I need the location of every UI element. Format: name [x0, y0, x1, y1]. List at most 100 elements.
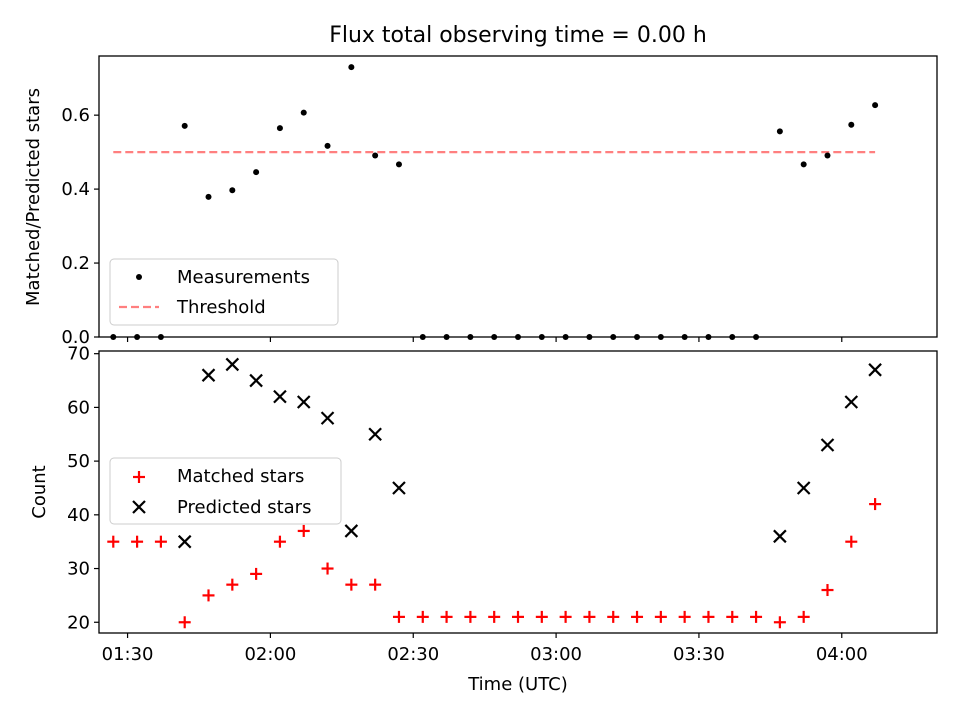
- matched-star-point: [773, 616, 786, 629]
- matched-star-point: [631, 610, 644, 623]
- predicted-star-point: [177, 534, 192, 549]
- top-legend-box: [109, 258, 339, 326]
- matched-star-point: [559, 610, 572, 623]
- matched-star-point: [392, 610, 405, 623]
- measurement-point: [776, 128, 783, 135]
- top-x-ticks: [126, 337, 843, 342]
- top-y-tick-label: 0.4: [61, 179, 90, 200]
- matched-star-point: [369, 578, 382, 591]
- predicted-star-point: [344, 524, 359, 538]
- bottom-y-tick-label: 20: [67, 612, 90, 633]
- measurement-point: [300, 109, 307, 116]
- bottom-y-tick-label: 70: [67, 344, 90, 365]
- matched-star-point: [845, 535, 858, 548]
- bottom-y-tick-label: 30: [67, 559, 90, 580]
- matched-star-point: [654, 610, 667, 623]
- predicted-star-point: [820, 438, 835, 452]
- measurement-point: [848, 121, 855, 128]
- matched-star-point: [416, 610, 429, 623]
- measurement-point: [276, 125, 283, 132]
- predicted-star-point: [368, 427, 382, 442]
- matched-star-point: [226, 578, 239, 591]
- bottom-y-tick-label: 60: [67, 397, 90, 418]
- bottom-plot-frame: [98, 350, 938, 634]
- bottom-y-axis-label: Count: [29, 465, 50, 518]
- bottom-x-tick-label: 03:30: [673, 644, 725, 665]
- bottom-x-tick-label: 02:30: [387, 644, 439, 665]
- matched-star-point: [178, 616, 191, 629]
- predicted-star-point: [225, 357, 240, 372]
- bottom-x-tick-label: 01:30: [102, 644, 154, 665]
- measurement-point: [253, 169, 260, 176]
- predicted-star-point: [249, 373, 263, 388]
- matched-star-point: [869, 498, 882, 511]
- predicted-star-point: [201, 368, 216, 382]
- matched-star-point: [750, 610, 763, 623]
- legend-measurements-label: Measurements: [177, 267, 310, 288]
- top-legend: Measurements Threshold: [109, 258, 339, 326]
- matched-star-point: [107, 535, 120, 548]
- predicted-star-point: [392, 481, 406, 495]
- matched-star-point: [345, 578, 358, 591]
- bottom-panel: 20 30 40 50 60 70 01:30 02:00 02:30 03:00 03:30 04…: [29, 344, 938, 695]
- matched-star-point: [607, 610, 620, 623]
- x-axis-label: Time (UTC): [467, 674, 568, 695]
- top-y-ticks: 0.0 0.2 0.4 0.6: [61, 105, 99, 348]
- matched-star-point: [678, 610, 691, 623]
- legend-predicted-marker: [132, 500, 146, 514]
- matched-star-point: [297, 524, 310, 537]
- predicted-star-point: [868, 363, 882, 377]
- bottom-x-tick-label: 02:00: [244, 644, 296, 665]
- bottom-y-ticks: 20 30 40 50 60 70: [67, 344, 99, 633]
- measurement-point: [372, 152, 379, 159]
- bottom-x-tick-label: 03:00: [530, 644, 582, 665]
- chart-title: Flux total observing time = 0.00 h: [329, 23, 707, 48]
- matched-star-point: [512, 610, 524, 623]
- top-panel: 0.0 0.2 0.4 0.6 Matched/Predicted stars Mea…: [23, 55, 938, 348]
- measurement-point: [348, 64, 355, 71]
- matched-star-point: [535, 610, 548, 623]
- measurement-point: [229, 187, 236, 194]
- predicted-star-point: [320, 411, 335, 425]
- matched-star-point: [821, 584, 834, 597]
- top-y-axis-label: Matched/Predicted stars: [23, 88, 44, 306]
- bottom-y-tick-label: 40: [67, 505, 90, 526]
- matched-star-point: [273, 535, 286, 548]
- matched-star-point: [321, 562, 334, 575]
- top-y-tick-label: 0.2: [61, 253, 90, 274]
- predicted-star-point: [796, 481, 811, 495]
- matched-star-point: [202, 589, 215, 602]
- bottom-y-tick-label: 50: [67, 451, 90, 472]
- legend-measurements-marker: [136, 274, 142, 280]
- measurement-point: [395, 161, 402, 168]
- predicted-star-point: [296, 395, 311, 409]
- bottom-legend-box: [109, 457, 342, 525]
- matched-star-point: [154, 535, 167, 548]
- legend-matched-marker: [133, 471, 145, 483]
- bottom-legend: Matched stars Predicted stars: [109, 457, 342, 525]
- matched-star-point: [464, 610, 477, 623]
- matched-star-point: [131, 535, 144, 548]
- measurement-point: [800, 161, 807, 168]
- measurement-point: [824, 152, 831, 159]
- matched-star-point: [250, 567, 263, 580]
- predicted-star-point: [844, 395, 859, 409]
- bottom-x-ticks: 01:30 02:00 02:30 03:00 03:30 04:00: [102, 633, 868, 665]
- matched-star-point: [702, 610, 715, 623]
- matched-star-point: [797, 610, 810, 623]
- measurement-point: [872, 102, 879, 109]
- measurement-point: [181, 122, 188, 129]
- matched-star-point: [726, 610, 739, 623]
- measurement-point: [205, 193, 212, 200]
- matched-star-point: [440, 610, 453, 623]
- top-y-tick-label: 0.0: [61, 327, 90, 348]
- measurement-point: [324, 142, 331, 149]
- legend-predicted-label: Predicted stars: [177, 497, 311, 518]
- predicted-star-point: [773, 529, 787, 544]
- top-plot-frame: [98, 55, 938, 338]
- legend-matched-label: Matched stars: [177, 466, 304, 487]
- predicted-star-point: [273, 389, 287, 404]
- bottom-data-marks: [107, 357, 882, 629]
- bottom-x-tick-label: 04:00: [816, 644, 868, 665]
